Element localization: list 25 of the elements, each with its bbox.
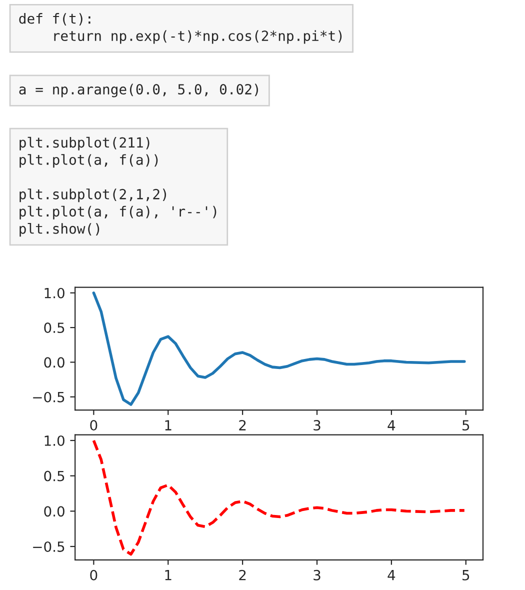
line-series — [92, 291, 466, 406]
y-tick-label: 0.5 — [44, 470, 64, 482]
x-tick-label: 1 — [165, 420, 172, 430]
x-tick-label: 5 — [462, 420, 470, 431]
y-tick-label: −0.5 — [33, 392, 64, 402]
y-tick-label: 0.5 — [44, 322, 64, 334]
x-tick-label: 4 — [388, 570, 396, 580]
text: a = np.arange(0.0, 5.0, 0.02) — [19, 84, 258, 98]
x-tick-label: 3 — [314, 570, 320, 580]
y-tick-label: 0.0 — [44, 506, 64, 517]
x-tick-label: 2 — [239, 570, 246, 580]
y-tick-label: 1.0 — [44, 435, 64, 446]
x-tick-label: 0 — [90, 420, 98, 431]
line-series — [92, 439, 466, 556]
y-tick-label: 1.0 — [44, 288, 64, 298]
x-tick-label: 5 — [462, 570, 470, 580]
x-tick-label: 4 — [388, 420, 396, 430]
text: def f(t): return np.exp(-t)*np.cos(2*np.pi*t) — [19, 13, 342, 44]
x-tick-label: 2 — [239, 420, 246, 430]
text: plt.subplot(211) plt.plot(a, f(a)) plt.subplot(2,1,2) plt.plot(a, f(a), 'r--') plt.show() — [20, 136, 216, 237]
x-tick-label: 3 — [314, 420, 320, 431]
y-tick-label: 0.0 — [44, 357, 64, 368]
x-tick-label: 0 — [90, 570, 98, 580]
y-tick-label: −0.5 — [33, 541, 64, 552]
x-tick-label: 1 — [165, 570, 172, 580]
